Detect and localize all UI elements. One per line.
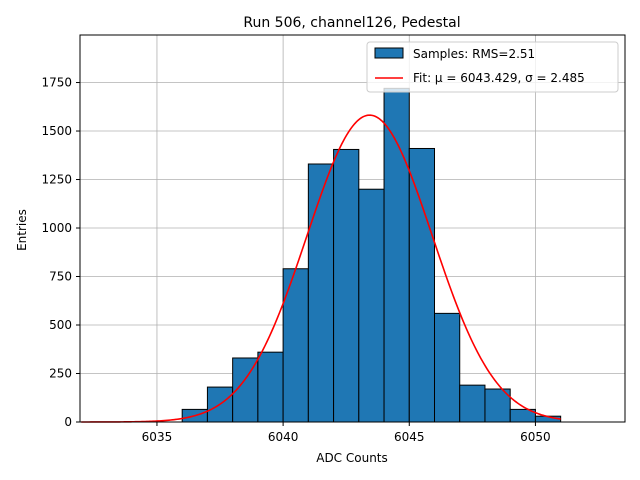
legend-box [366,41,619,93]
y-tick-label: 1750 [41,76,72,90]
x-axis-ticks: 6035 6040 6045 6050 [142,422,551,444]
y-tick-label: 0 [64,415,72,429]
y-tick-label: 1000 [41,221,72,235]
legend-fit-label: Fit: μ = 6043.429, σ = 2.485 [413,71,585,85]
y-tick-label: 500 [49,318,72,332]
histogram-bar [333,148,360,423]
histogram-bar [307,163,335,423]
y-tick-label: 1250 [41,173,72,187]
histogram-bar [459,384,486,423]
histogram-bar [434,312,461,423]
x-tick-label: 6040 [268,430,299,444]
legend-histogram-label: Samples: RMS=2.51 [413,47,535,61]
histogram-bar [383,87,410,423]
y-axis-label: Entries [15,209,29,251]
histogram-bar [358,188,385,423]
y-axis-ticks: 0 250 500 750 1000 1250 1500 1750 [41,76,80,429]
histogram-bar [484,388,511,423]
x-tick-label: 6045 [394,430,425,444]
x-tick-label: 6050 [520,430,551,444]
chart-title: Run 506, channel126, Pedestal [243,15,460,31]
histogram-bar [408,147,436,423]
legend: Samples: RMS=2.51 Fit: μ = 6043.429, σ =… [366,41,619,93]
y-tick-label: 1500 [41,124,72,138]
y-tick-label: 250 [49,367,72,381]
legend-histogram-swatch [374,47,404,59]
histogram-bar [257,351,284,423]
histogram-bars [181,87,562,423]
fit-curve [81,114,561,423]
x-axis-label: ADC Counts [316,451,388,465]
x-tick-label: 6035 [142,430,173,444]
y-tick-label: 750 [49,270,72,284]
